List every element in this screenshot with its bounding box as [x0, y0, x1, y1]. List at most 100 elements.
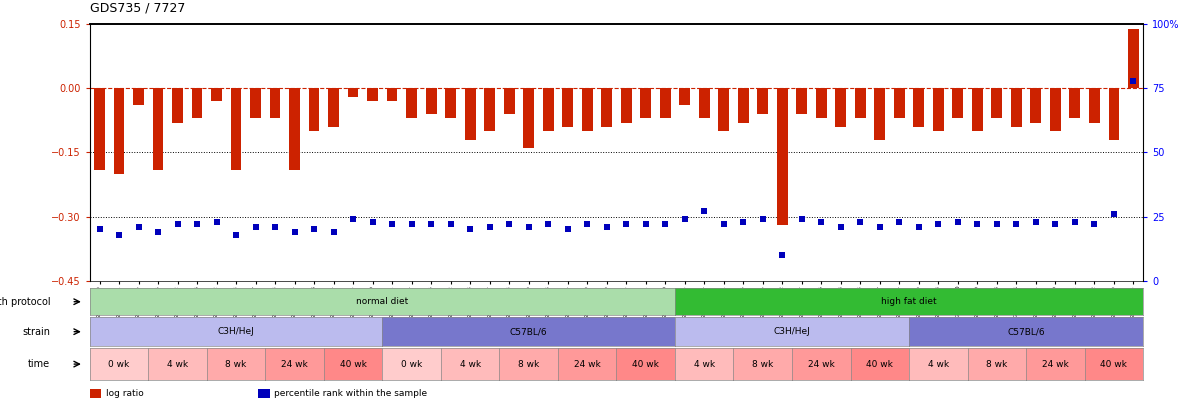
Text: C3H/HeJ: C3H/HeJ — [218, 327, 255, 336]
Bar — [1108, 88, 1119, 140]
Point — [440, 221, 460, 228]
Text: log ratio: log ratio — [105, 388, 144, 398]
Bar — [250, 88, 261, 118]
Bar — [699, 88, 710, 118]
Point — [148, 229, 168, 235]
Text: 4 wk: 4 wk — [928, 360, 949, 369]
Bar — [309, 88, 320, 131]
Point — [304, 226, 323, 232]
Bar — [192, 88, 202, 118]
Bar — [582, 88, 593, 131]
Point — [831, 224, 850, 230]
Bar — [953, 88, 964, 118]
Point — [168, 221, 187, 228]
Bar — [563, 88, 573, 127]
Text: 24 wk: 24 wk — [808, 360, 834, 369]
Text: 8 wk: 8 wk — [986, 360, 1008, 369]
Text: strain: strain — [23, 327, 50, 337]
Bar — [660, 88, 670, 118]
Bar — [1050, 88, 1061, 131]
Bar — [328, 88, 339, 127]
Point — [499, 221, 518, 228]
Point — [461, 226, 480, 232]
Text: time: time — [29, 359, 50, 369]
Bar — [90, 389, 102, 398]
Bar — [972, 88, 983, 131]
Bar — [485, 88, 496, 131]
Bar — [816, 88, 827, 118]
Bar — [290, 88, 300, 170]
Text: normal diet: normal diet — [357, 297, 408, 306]
Bar — [387, 88, 397, 101]
Point — [753, 216, 772, 222]
Text: 24 wk: 24 wk — [281, 360, 308, 369]
Point — [207, 218, 226, 225]
Point — [421, 221, 440, 228]
Bar — [153, 88, 164, 170]
Point — [344, 216, 363, 222]
Bar — [875, 88, 885, 140]
Point — [967, 221, 986, 228]
Point — [247, 224, 266, 230]
Point — [266, 224, 285, 230]
Text: C57BL/6: C57BL/6 — [510, 327, 547, 336]
Bar — [1011, 88, 1022, 127]
Text: C57BL/6: C57BL/6 — [1008, 327, 1045, 336]
Point — [1084, 221, 1104, 228]
Point — [1124, 77, 1143, 84]
Text: 8 wk: 8 wk — [752, 360, 773, 369]
Bar — [367, 88, 378, 101]
Bar — [601, 88, 612, 127]
Bar — [95, 88, 105, 170]
Text: 8 wk: 8 wk — [225, 360, 247, 369]
Text: 40 wk: 40 wk — [340, 360, 366, 369]
Point — [519, 224, 539, 230]
Point — [675, 216, 694, 222]
Point — [792, 216, 812, 222]
Bar — [523, 88, 534, 148]
Text: growth protocol: growth protocol — [0, 297, 50, 307]
Bar — [114, 88, 124, 174]
Point — [578, 221, 597, 228]
Bar — [991, 88, 1002, 118]
Text: 40 wk: 40 wk — [867, 360, 893, 369]
Bar — [836, 88, 846, 127]
Bar — [796, 88, 807, 114]
Point — [226, 231, 245, 238]
Bar — [445, 88, 456, 118]
Bar — [504, 88, 515, 114]
Point — [656, 221, 675, 228]
Point — [851, 218, 870, 225]
Text: 40 wk: 40 wk — [1100, 360, 1128, 369]
Bar — [1069, 88, 1080, 118]
Text: 40 wk: 40 wk — [632, 360, 660, 369]
Bar — [894, 88, 905, 118]
Point — [929, 221, 948, 228]
Point — [1105, 211, 1124, 217]
Bar — [259, 389, 269, 398]
Bar — [680, 88, 691, 105]
Bar — [464, 88, 475, 140]
Point — [988, 221, 1007, 228]
Text: 24 wk: 24 wk — [1041, 360, 1069, 369]
Point — [480, 224, 499, 230]
Text: 0 wk: 0 wk — [401, 360, 423, 369]
Point — [889, 218, 909, 225]
Point — [616, 221, 636, 228]
Text: 0 wk: 0 wk — [109, 360, 129, 369]
Bar — [542, 88, 553, 131]
Point — [715, 221, 734, 228]
Point — [1007, 221, 1026, 228]
Text: C3H/HeJ: C3H/HeJ — [773, 327, 810, 336]
Bar — [133, 88, 144, 105]
Bar — [1031, 88, 1041, 123]
Point — [129, 224, 148, 230]
Bar — [913, 88, 924, 127]
Text: 24 wk: 24 wk — [573, 360, 601, 369]
Point — [694, 208, 713, 215]
Point — [383, 221, 402, 228]
Text: 8 wk: 8 wk — [518, 360, 540, 369]
Text: high fat diet: high fat diet — [881, 297, 937, 306]
Bar — [269, 88, 280, 118]
Point — [1046, 221, 1065, 228]
